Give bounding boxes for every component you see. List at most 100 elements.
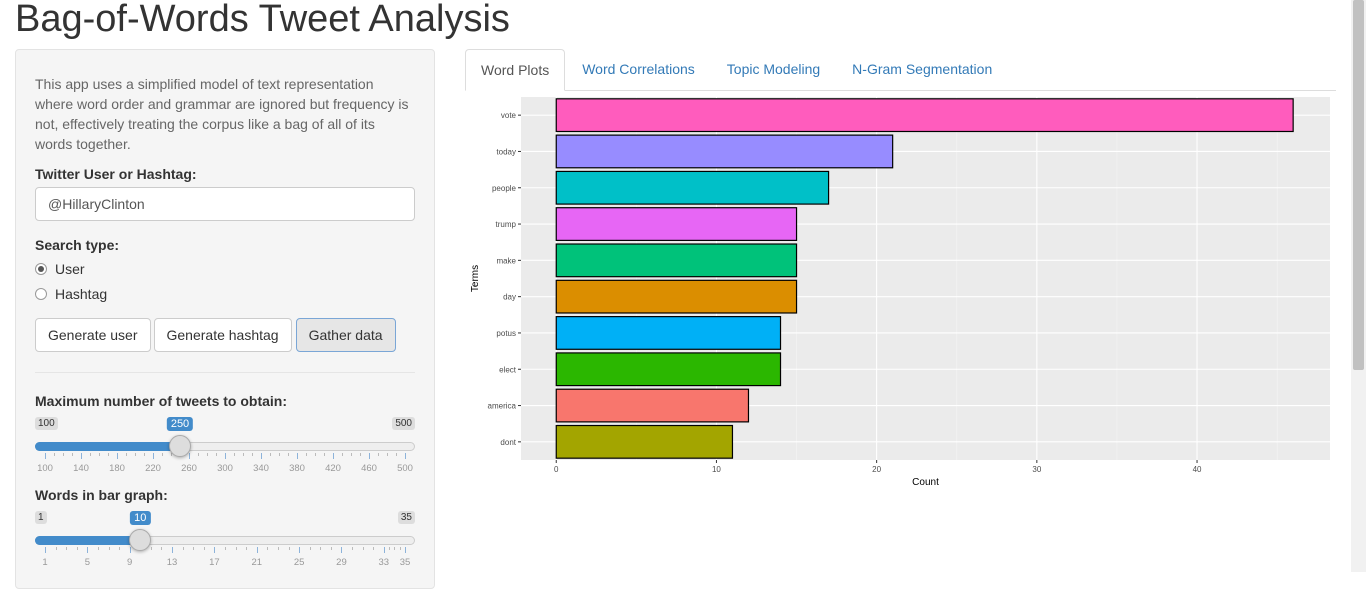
slider-minor-tick xyxy=(203,547,205,550)
slider-max: 500 xyxy=(392,417,415,430)
slider-minor-tick xyxy=(162,453,163,456)
page-scrollbar[interactable] xyxy=(1351,0,1366,572)
gather-data-button[interactable]: Gather data xyxy=(295,318,396,352)
slider-minor-tick xyxy=(182,547,184,550)
slider-tick xyxy=(189,453,190,459)
radio-user[interactable]: User xyxy=(35,256,415,281)
slider-tick xyxy=(261,453,262,459)
x-tick-label: 10 xyxy=(712,465,721,474)
slider-minor-tick xyxy=(135,453,136,456)
slider-minor-tick xyxy=(54,453,55,456)
y-tick-label: day xyxy=(503,293,516,302)
words-slider[interactable]: 1 35 10 1 5 9 13 17 21 25 29 33 35 xyxy=(35,511,415,571)
slider-handle[interactable] xyxy=(169,435,191,457)
sidebar-panel: This app uses a simplified model of text… xyxy=(15,49,435,589)
slider-minor-tick xyxy=(126,453,127,456)
slider-tick xyxy=(81,453,82,459)
tab-word-plots[interactable]: Word Plots xyxy=(465,49,566,91)
slider-minor-tick xyxy=(309,547,311,550)
bar-elect xyxy=(555,352,782,387)
radio-hashtag[interactable]: Hashtag xyxy=(35,281,415,306)
search-type-label: Search type: xyxy=(35,237,120,253)
y-tick-label: trump xyxy=(496,220,517,229)
slider-tick xyxy=(225,453,226,459)
app-description: This app uses a simplified model of text… xyxy=(35,76,409,152)
bar-people xyxy=(555,170,830,205)
slider-tick xyxy=(172,547,174,553)
slider-minor-tick xyxy=(72,453,73,456)
radio-dot[interactable] xyxy=(35,262,47,275)
slider-tick-label: 180 xyxy=(109,463,125,474)
slider-min: 100 xyxy=(35,417,58,430)
slider-tick-label: 460 xyxy=(361,463,377,474)
slider-minor-tick xyxy=(55,547,57,550)
slider-value: 10 xyxy=(130,511,151,525)
slider-minor-tick xyxy=(315,453,316,456)
tab-topic-modeling[interactable]: Topic Modeling xyxy=(726,61,821,77)
slider-minor-tick xyxy=(320,547,322,550)
slider-minor-tick xyxy=(351,453,352,456)
slider-minor-tick xyxy=(216,453,217,456)
bar-potus xyxy=(555,316,782,350)
slider-minor-tick xyxy=(396,453,397,456)
slider-minor-tick xyxy=(193,547,195,550)
slider-minor-tick xyxy=(360,453,361,456)
slider-min: 1 xyxy=(35,511,47,524)
slider-minor-tick xyxy=(288,453,289,456)
slider-tick-label: 260 xyxy=(181,463,197,474)
slider-minor-tick xyxy=(144,453,145,456)
slider-tick xyxy=(117,453,118,459)
slider-tick-label: 420 xyxy=(325,463,341,474)
radio-label: User xyxy=(55,260,85,277)
generate-hashtag-button[interactable]: Generate hashtag xyxy=(153,318,292,352)
page-title: Bag-of-Words Tweet Analysis xyxy=(15,0,510,40)
slider-minor-tick xyxy=(119,547,121,550)
slider-minor-tick xyxy=(394,547,396,550)
slider-tick-label: 35 xyxy=(399,557,411,568)
slider-tick xyxy=(153,453,154,459)
slider-minor-tick xyxy=(243,453,244,456)
slider-minor-tick xyxy=(389,547,391,550)
slider-minor-tick xyxy=(279,453,280,456)
slider-tick-label: 5 xyxy=(84,557,90,568)
slider-minor-tick xyxy=(362,547,364,550)
slider-tick xyxy=(45,453,46,459)
generate-user-button[interactable]: Generate user xyxy=(35,318,151,352)
slider-minor-tick xyxy=(270,453,271,456)
slider-minor-tick xyxy=(108,453,109,456)
user-hashtag-input[interactable] xyxy=(35,187,415,221)
slider-tick-label: 25 xyxy=(293,557,305,568)
slider-minor-tick xyxy=(63,453,64,456)
slider-minor-tick xyxy=(330,547,332,550)
bar-america xyxy=(555,388,750,423)
slider-tick xyxy=(299,547,301,553)
radio-dot[interactable] xyxy=(35,287,47,300)
slider-tick xyxy=(369,453,370,459)
slider-tick-label: 9 xyxy=(127,557,133,568)
max-tweets-slider[interactable]: 100 500 250 100 140 180 220 260 300 340 380 420 460 5… xyxy=(35,417,415,477)
slider-tick-label: 300 xyxy=(217,463,233,474)
slider-minor-tick xyxy=(246,547,248,550)
slider-minor-tick xyxy=(373,547,375,550)
x-tick-label: 0 xyxy=(554,465,559,474)
bar-today xyxy=(555,134,894,169)
slider-tick xyxy=(256,547,258,553)
slider-minor-tick xyxy=(198,453,199,456)
bar-trump xyxy=(555,207,798,241)
scrollbar-thumb[interactable] xyxy=(1353,0,1364,370)
x-tick-label: 20 xyxy=(872,465,881,474)
bar-day xyxy=(555,279,798,314)
slider-tick xyxy=(297,453,298,459)
slider-tick xyxy=(333,453,334,459)
slider-minor-tick xyxy=(207,453,208,456)
slider-tick-label: 500 xyxy=(397,463,413,474)
slider-minor-tick xyxy=(90,453,91,456)
slider-minor-tick xyxy=(235,547,237,550)
slider-handle[interactable] xyxy=(129,529,152,551)
tab-word-correlations[interactable]: Word Correlations xyxy=(582,61,695,77)
tab-ngram-segmentation[interactable]: N-Gram Segmentation xyxy=(852,61,993,77)
bar-dont xyxy=(555,424,734,459)
slider-minor-tick xyxy=(306,453,307,456)
slider-fill xyxy=(35,536,141,545)
slider-minor-tick xyxy=(399,547,401,550)
